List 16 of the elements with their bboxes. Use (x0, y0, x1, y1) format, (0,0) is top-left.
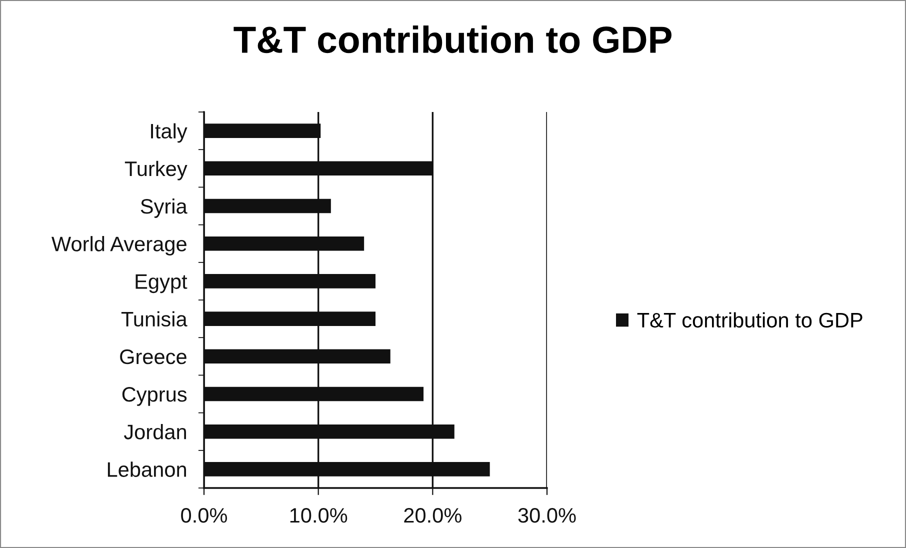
y-tick-label: Greece (120, 349, 186, 364)
x-tick-label: 0.0% (181, 508, 228, 523)
y-tick-label: Cyprus (122, 387, 187, 406)
legend-label: T&T contribution to GDP (637, 312, 862, 328)
x-tick-label: 30.0% (518, 508, 576, 523)
y-tick-label: Turkey (124, 160, 188, 180)
y-tick-label: Jordan (124, 424, 186, 440)
y-tick-label: Egypt (136, 274, 188, 294)
x-tick-label: 20.0% (404, 508, 462, 523)
x-tick-label: 10.0% (290, 508, 348, 523)
y-tick-label: Italy (151, 123, 188, 143)
y-tick-label: Lebanon (108, 462, 186, 477)
y-tick-label: Tunisia (121, 311, 188, 327)
chart-title: T&T contribution to GDP (234, 26, 672, 54)
y-tick-label: World Average (52, 236, 186, 256)
y-tick-label: Syria (140, 198, 188, 218)
